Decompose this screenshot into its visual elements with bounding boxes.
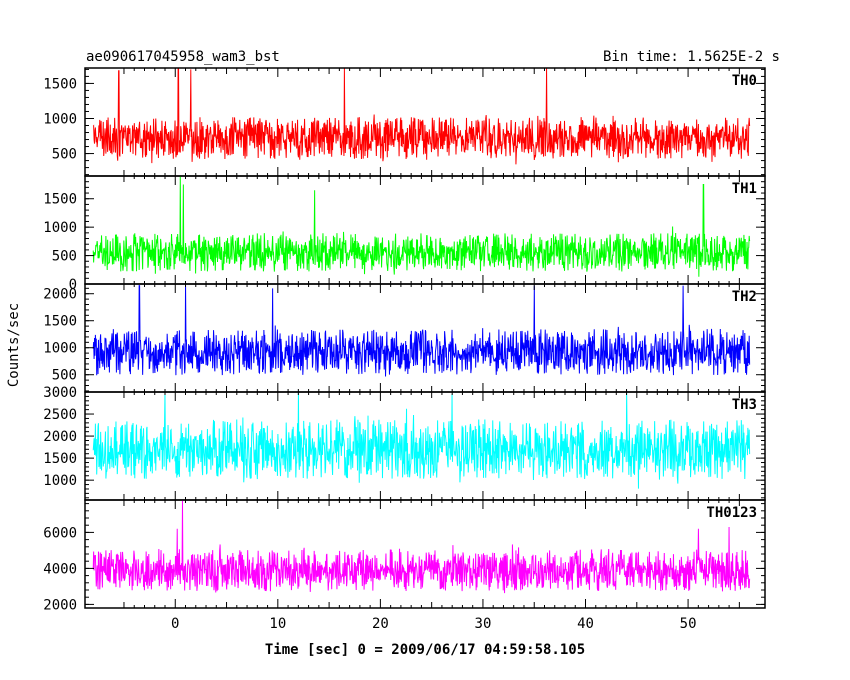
x-tick-label: 40 (577, 616, 594, 632)
y-tick-label: 4000 (43, 561, 77, 577)
y-tick-label: 1000 (43, 220, 77, 236)
panel-th3: TH3 1000 1500 2000 2500 3000 (43, 385, 766, 501)
x-tick-label: 20 (372, 616, 389, 632)
panel-frame (84, 175, 766, 285)
chart-title: ae090617045958_wam3_bst (86, 49, 280, 65)
x-axis-label: Time [sec] 0 = 2009/06/17 04:59:58.105 (265, 642, 585, 658)
bin-time-label: Bin time: 1.5625E-2 s (603, 49, 780, 65)
x-tick-label: 50 (680, 616, 697, 632)
panel-label: TH0123 (706, 505, 757, 521)
y-tick-label: 2000 (43, 287, 77, 303)
series-th0123-line (92, 500, 751, 594)
panel-label: TH3 (732, 397, 757, 413)
panel-frame (84, 499, 766, 609)
x-tick-label: 0 (171, 616, 179, 632)
panel-label: TH0 (732, 73, 757, 89)
panel-frame (84, 67, 766, 177)
panel-th2: TH2 500 1000 1500 2000 (43, 283, 766, 393)
panel-th0123: TH0123 2000 4000 6000 (43, 499, 766, 613)
y-tick-label: 1000 (43, 111, 77, 127)
series-th0-line (92, 68, 751, 165)
y-tick-label: 1500 (43, 192, 77, 208)
x-tick-label: 10 (269, 616, 286, 632)
panel-group: TH0 500 1000 1500 TH1 0 500 1000 1500 TH2 500 1000 1… (43, 67, 766, 613)
y-tick-label: 1000 (43, 341, 77, 357)
y-tick-label: 500 (52, 147, 77, 163)
y-axis-label: Counts/sec (6, 303, 22, 387)
y-tick-label: 2000 (43, 429, 77, 445)
y-tick-label: 1500 (43, 451, 77, 467)
y-tick-label: 500 (52, 249, 77, 265)
y-tick-label: 1500 (43, 76, 77, 92)
series-th2-line (92, 284, 751, 377)
y-tick-label: 2500 (43, 407, 77, 423)
y-tick-label: 1500 (43, 314, 77, 330)
y-tick-label: 1000 (43, 473, 77, 489)
panel-th1: TH1 0 500 1000 1500 (43, 175, 766, 293)
panel-label: TH1 (732, 181, 757, 197)
x-tick-label: 30 (475, 616, 492, 632)
y-tick-label: 500 (52, 368, 77, 384)
series-th1-line (92, 176, 751, 277)
panel-th0: TH0 500 1000 1500 (43, 67, 766, 177)
series-th3-line (92, 392, 751, 489)
x-axis-ticks: 0 10 20 30 40 50 (171, 616, 696, 632)
y-tick-label: 2000 (43, 597, 77, 613)
y-tick-label: 3000 (43, 385, 77, 401)
y-tick-label: 6000 (43, 525, 77, 541)
panel-label: TH2 (732, 289, 757, 305)
y-tick-label: 0 (69, 277, 77, 293)
